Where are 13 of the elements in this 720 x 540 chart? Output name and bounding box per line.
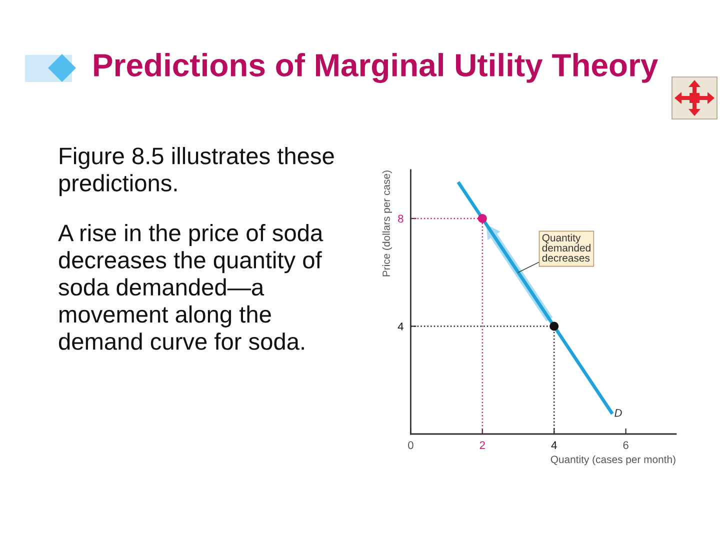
series-label: D (614, 409, 622, 417)
line-series (457, 182, 614, 414)
x-tick-label: 6 (623, 441, 628, 450)
x-tick-label: 0 (408, 441, 414, 450)
text: A rise in the price of soda decreases the quantity of soda demanded—a movement along the demand curve for soda. (58, 224, 324, 350)
x-tick-label: 2 (480, 441, 485, 449)
annotation: Quantity demanded decreases (542, 234, 590, 262)
y-tick-label: 8 (398, 214, 404, 223)
x-tick-label: 4 (551, 441, 557, 449)
chart-title: Predictions of Marginal Utility Theory (94, 53, 658, 83)
caption: Figure 8.5 illustrates these predictions. (60, 147, 334, 196)
x-axis-title: Quantity (cases per month) (550, 455, 676, 466)
y-axis-title: Price (dollars per case) (382, 170, 392, 276)
